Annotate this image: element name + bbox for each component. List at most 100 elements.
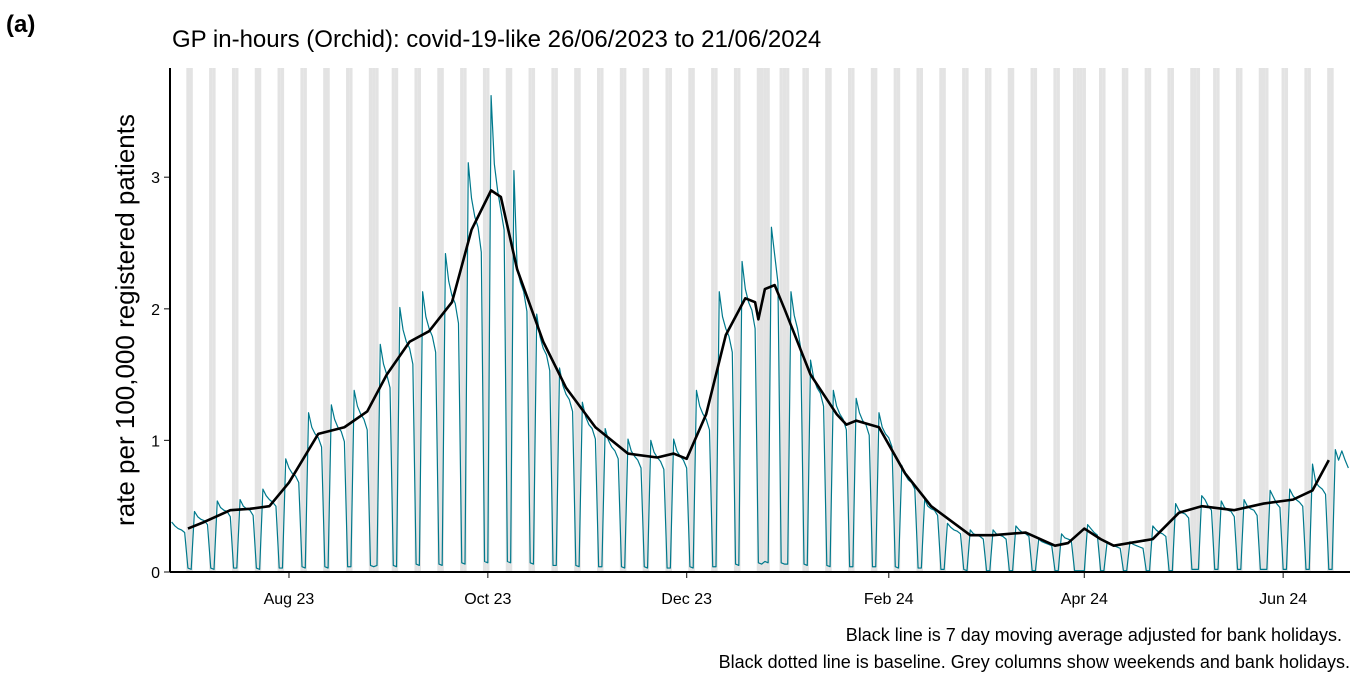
shade-column — [1082, 68, 1086, 572]
shade-column — [394, 68, 399, 572]
x-tick-label: Apr 24 — [1061, 591, 1108, 608]
shade-column — [186, 68, 190, 572]
daily-line — [171, 95, 1349, 572]
shade-column — [1121, 68, 1126, 572]
shade-column — [688, 68, 692, 572]
shade-column — [870, 68, 875, 572]
shade-column — [375, 68, 379, 572]
shade-column — [1056, 68, 1060, 572]
chart-title: GP in-hours (Orchid): covid-19-like 26/0… — [172, 26, 821, 53]
shade-column — [645, 68, 650, 572]
shade-column — [782, 68, 787, 572]
shade-column — [597, 68, 601, 572]
shade-column — [825, 68, 829, 572]
shade-column — [600, 68, 604, 572]
shade-column — [460, 68, 464, 572]
shade-column — [1258, 68, 1262, 572]
y-tick-label: 2 — [151, 302, 160, 319]
shade-column — [802, 68, 806, 572]
shade-column — [874, 68, 878, 572]
shade-column — [1239, 68, 1243, 572]
shade-column — [942, 68, 946, 572]
shade-column — [733, 68, 738, 572]
shade-column — [254, 68, 259, 572]
shade-column — [258, 68, 262, 572]
shade-column — [417, 68, 421, 572]
shade-column — [919, 68, 923, 572]
shade-column — [349, 68, 353, 572]
shade-column — [1261, 68, 1266, 572]
moving-average-line — [187, 189, 1330, 547]
shade-column — [486, 68, 490, 572]
shade-column — [1193, 68, 1197, 572]
shade-column — [962, 68, 966, 572]
shade-column — [1076, 68, 1080, 572]
note: Black dotted line is baseline. Grey colu… — [719, 652, 1350, 672]
shade-column — [805, 68, 809, 572]
shade-column — [939, 68, 943, 572]
shade-column — [391, 68, 395, 572]
y-tick-label: 1 — [151, 433, 160, 450]
shade-column — [1170, 68, 1174, 572]
shade-column — [300, 68, 304, 572]
shade-column — [440, 68, 444, 572]
shade-column — [668, 68, 672, 572]
x-tick-label: Aug 23 — [264, 591, 315, 608]
shade-column — [1144, 68, 1148, 572]
shade-column — [277, 68, 281, 572]
shade-column — [577, 68, 581, 572]
shade-column — [848, 68, 852, 572]
panel-label: (a) — [6, 11, 35, 38]
shade-column — [346, 68, 350, 572]
shade-column — [482, 68, 487, 572]
shade-column — [1167, 68, 1171, 572]
shade-column — [1102, 68, 1106, 572]
shade-column — [1099, 68, 1103, 572]
shading — [186, 68, 1334, 572]
shade-column — [893, 68, 897, 572]
shade-column — [372, 68, 376, 572]
shade-column — [1072, 68, 1077, 572]
shade-column — [414, 68, 418, 572]
shade-column — [779, 68, 783, 572]
x-tick-label: Jun 24 — [1259, 591, 1307, 608]
shade-column — [691, 68, 695, 572]
y-tick-label: 3 — [151, 170, 160, 187]
shade-column — [711, 68, 715, 572]
shade-column — [1281, 68, 1285, 572]
shade-column — [619, 68, 624, 572]
shade-column — [326, 68, 330, 572]
shade-column — [303, 68, 307, 572]
y-tick-label: 0 — [151, 565, 160, 582]
shade-column — [323, 68, 327, 572]
shade-column — [209, 68, 213, 572]
shade-column — [916, 68, 920, 572]
shade-column — [574, 68, 578, 572]
shade-column — [984, 68, 989, 572]
shade-column — [1196, 68, 1201, 572]
shade-column — [760, 68, 764, 572]
note: Black line is 7 day moving average adjus… — [846, 625, 1342, 645]
shade-column — [766, 68, 770, 572]
shade-column — [1307, 68, 1311, 572]
shade-column — [1007, 68, 1011, 572]
shade-column — [235, 68, 239, 572]
shade-column — [1125, 68, 1129, 572]
shade-column — [737, 68, 741, 572]
shade-column — [531, 68, 536, 572]
shade-column — [280, 68, 285, 572]
y-axis-label: rate per 100,000 registered patients — [110, 114, 140, 526]
shade-column — [1033, 68, 1038, 572]
shade-column — [1327, 68, 1331, 572]
shade-column — [551, 68, 555, 572]
shade-column — [714, 68, 718, 572]
shade-column — [1213, 68, 1217, 572]
shade-column — [828, 68, 832, 572]
shade-column — [554, 68, 558, 572]
shade-column — [1265, 68, 1269, 572]
shade-column — [528, 68, 532, 572]
x-tick-label: Dec 23 — [661, 591, 712, 608]
shade-column — [763, 68, 767, 572]
shade-column — [1330, 68, 1334, 572]
